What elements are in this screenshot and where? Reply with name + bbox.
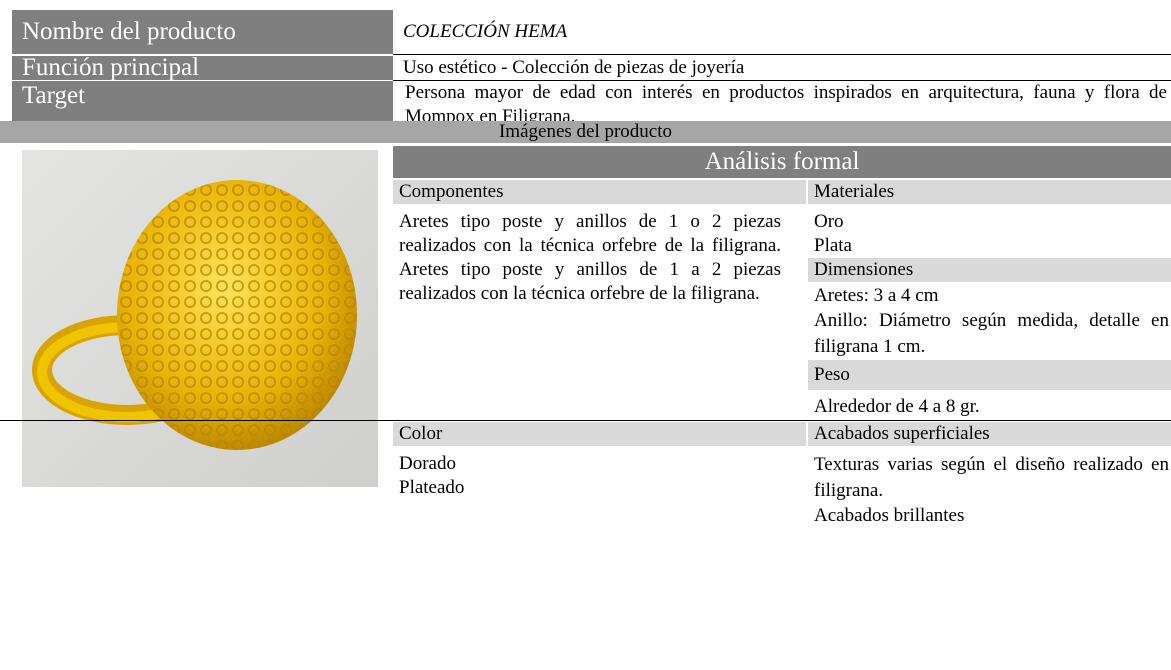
dimension-item: Aretes: 3 a 4 cm [814,285,939,306]
dimension-item: Anillo: Diámetro según medida, detalle e… [814,310,1169,357]
material-item: Plata [814,235,852,256]
rule [393,80,1171,81]
row-value: Uso estético - Colección de piezas de jo… [403,57,745,78]
weight-text: Alrededor de 4 a 8 gr. [814,396,980,417]
row-value: COLECCIÓN HEMA [403,21,568,42]
product-image [22,150,378,487]
row-value: Persona mayor de edad con interés en pro… [405,82,1167,127]
row-label: Target [12,81,393,121]
rule [0,420,1171,421]
section-title: Componentes [393,180,806,204]
row-label: Nombre del producto [12,10,393,54]
analysis-title: Análisis formal [393,146,1171,178]
row-label: Función principal [12,55,393,80]
finish-item: Acabados brillantes [814,505,965,526]
section-title: Acabados superficiales [808,422,1171,446]
section-title: Dimensiones [808,258,1171,282]
rule [393,54,1171,55]
section-title: Materiales [808,180,1171,204]
section-title: Peso [808,360,1171,390]
components-text: Aretes tipo poste y anillos de 1 o 2 pie… [399,211,781,304]
color-item: Dorado [399,453,456,474]
section-title: Color [393,422,806,446]
finish-item: Texturas varias según el diseño realizad… [814,454,1169,501]
images-header: Imágenes del producto [0,121,1171,143]
material-item: Oro [814,211,844,232]
color-item: Plateado [399,477,465,498]
